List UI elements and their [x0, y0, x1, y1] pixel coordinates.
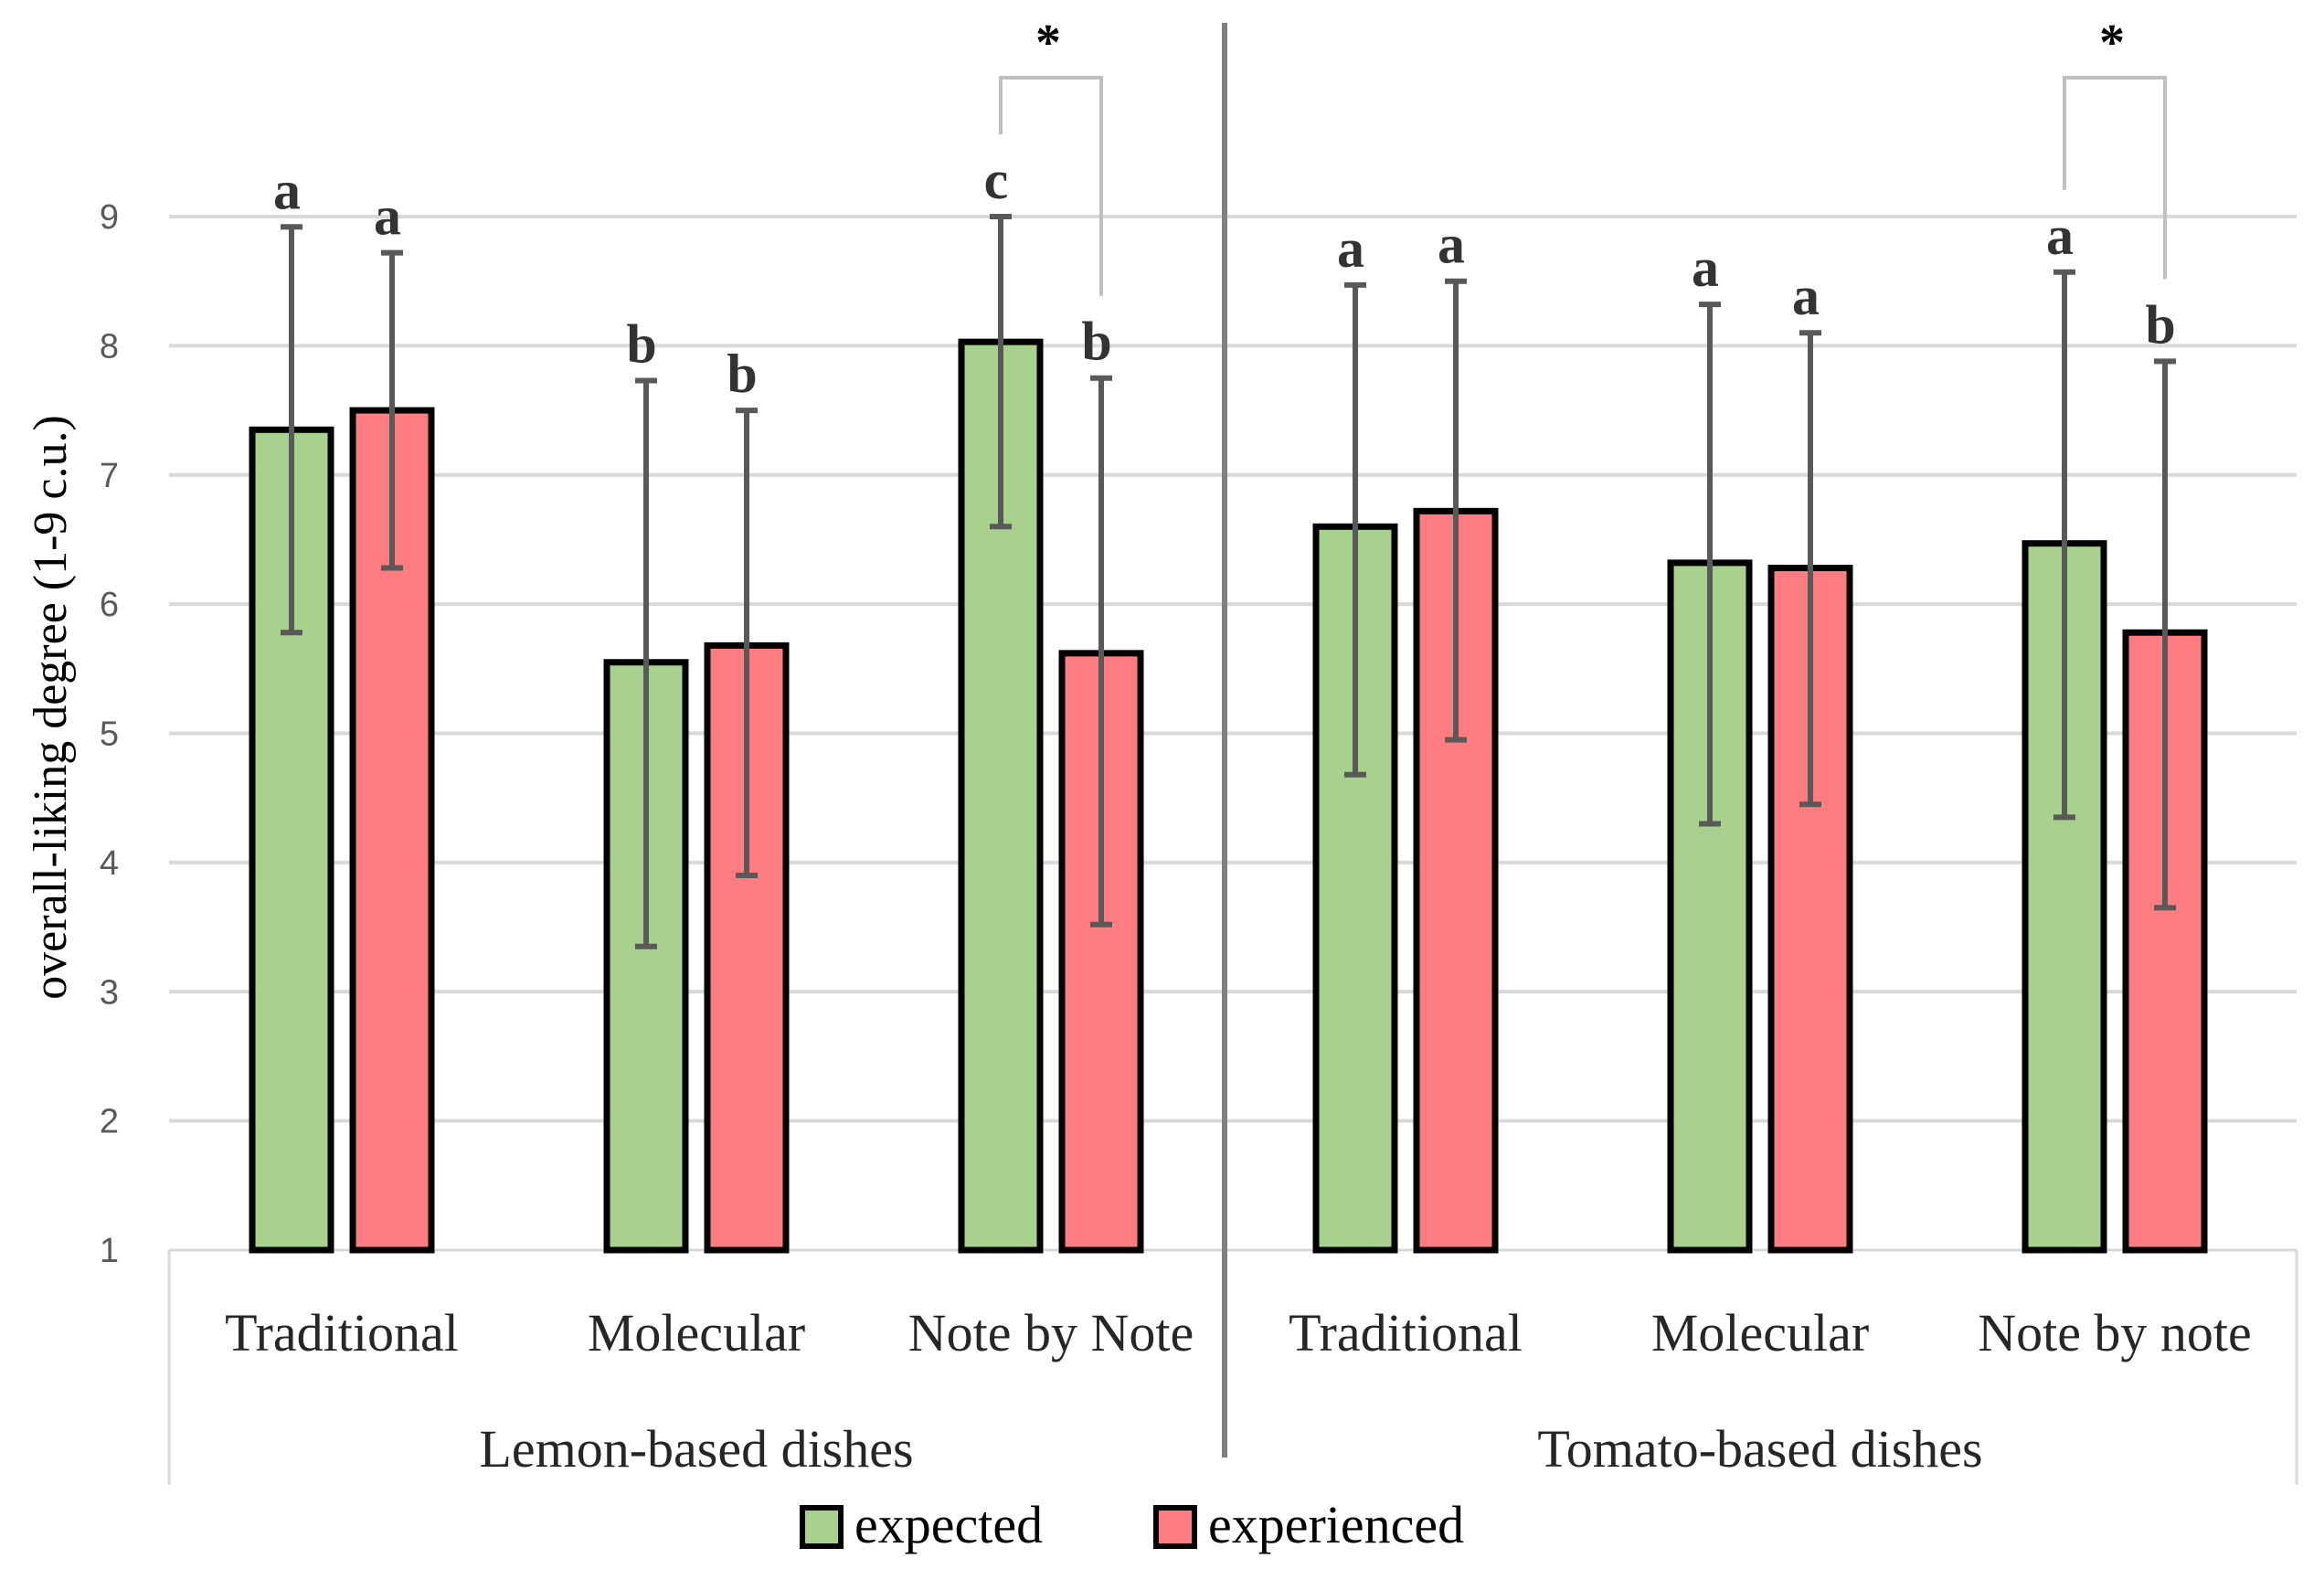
category-label-g0-c1: Molecular: [588, 1303, 805, 1362]
group-labels: Lemon-based dishes Tomato-based dishes: [479, 1419, 1982, 1479]
y-tick-label-1: 1: [100, 1232, 119, 1270]
legend-swatch-expected: [800, 1505, 844, 1549]
y-tick-label-7: 7: [100, 457, 119, 495]
letter-expected-g1-c1: a: [1692, 238, 1719, 298]
legend-label-experienced: experienced: [1208, 1495, 1464, 1554]
letter-expected-g0-c1: b: [626, 314, 656, 375]
y-tick-label-9: 9: [100, 198, 119, 237]
y-tick-label-3: 3: [100, 973, 119, 1012]
category-labels: Traditional Molecular Note by Note Traditio…: [225, 1303, 2252, 1362]
group-label-0: Lemon-based dishes: [479, 1419, 913, 1479]
y-tick-label-6: 6: [100, 586, 119, 624]
category-label-g0-c2: Note by Note: [908, 1303, 1194, 1362]
axis-frame: [167, 23, 2298, 1485]
y-tick-label-2: 2: [100, 1103, 119, 1141]
letter-experienced-g0-c0: a: [374, 186, 401, 247]
gridlines: [169, 215, 2297, 1123]
category-label-g1-c0: Traditional: [1289, 1303, 1523, 1362]
category-label-g0-c0: Traditional: [225, 1303, 459, 1362]
letter-experienced-g1-c1: a: [1792, 266, 1820, 326]
letter-experienced-g0-c1: b: [727, 344, 757, 404]
error-bars: [281, 214, 2176, 949]
letter-expected-g0-c0: a: [273, 160, 301, 220]
legend-swatch-experienced: [1153, 1505, 1197, 1549]
y-axis-title: overall-liking degree (1-9 c.u.): [25, 415, 77, 1000]
significance-letters: a a b b c b a a a a a b: [273, 150, 2176, 404]
y-tick-label-8: 8: [100, 327, 119, 366]
y-tick-label-4: 4: [100, 844, 119, 883]
group-label-1: Tomato-based dishes: [1537, 1419, 1982, 1479]
significance-bracket-g1-c2: [2063, 76, 2167, 280]
letter-experienced-g1-c2: b: [2145, 294, 2175, 355]
letter-expected-g1-c2: a: [2046, 206, 2074, 266]
legend: expected experienced: [800, 1495, 1464, 1554]
significance-star-g0-c2: *: [1035, 15, 1061, 71]
significance-star-g1-c2: *: [2099, 15, 2125, 71]
legend-label-expected: expected: [854, 1495, 1043, 1554]
letter-expected-g1-c0: a: [1337, 218, 1364, 279]
bars: [249, 338, 2208, 1254]
significance-brackets: * *: [999, 15, 2167, 296]
y-tick-label-5: 5: [100, 716, 119, 754]
letter-expected-g0-c2: c: [984, 150, 1009, 210]
letter-experienced-g0-c2: b: [1081, 312, 1111, 372]
letter-experienced-g1-c0: a: [1438, 215, 1465, 275]
category-label-g1-c2: Note by note: [1978, 1303, 2252, 1362]
y-tick-labels: 1 2 3 4 5 6 7 8 9: [100, 198, 119, 1270]
significance-bracket-g0-c2: [999, 76, 1103, 296]
category-label-g1-c1: Molecular: [1651, 1303, 1869, 1362]
